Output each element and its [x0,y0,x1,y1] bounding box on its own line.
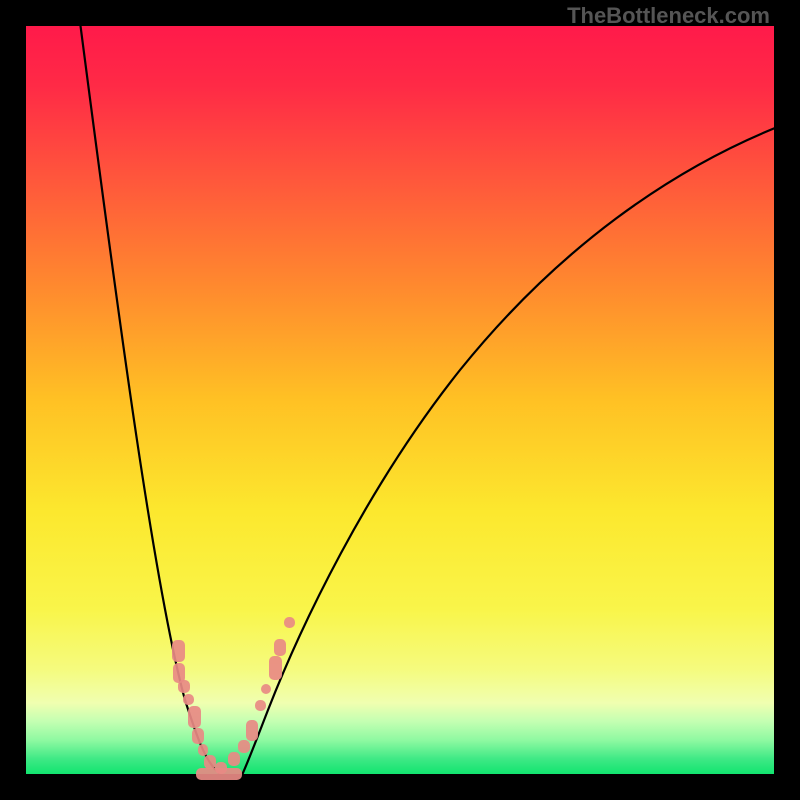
plot-background-gradient [26,26,774,774]
watermark-text: TheBottleneck.com [567,3,770,29]
chart-canvas: TheBottleneck.com [0,0,800,800]
